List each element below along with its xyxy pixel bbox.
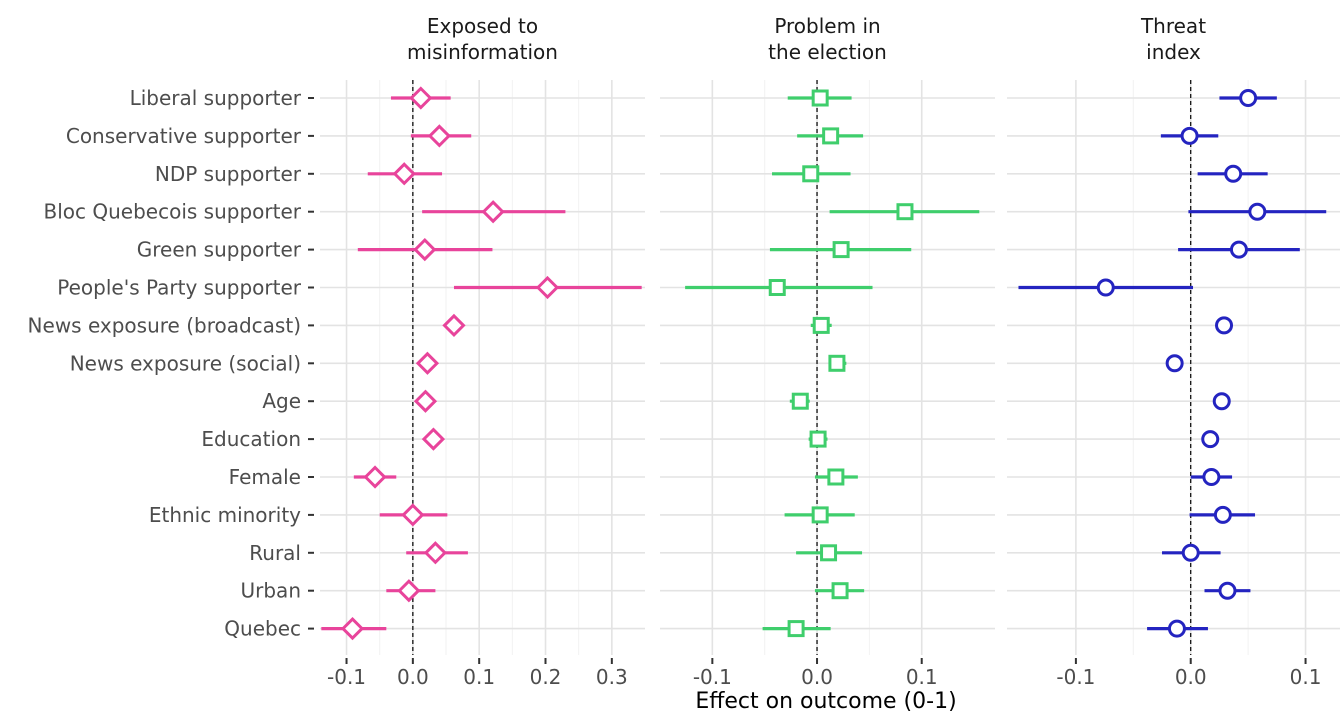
y-tick-label-education: Education — [201, 427, 301, 451]
y-tick-label-bloc-quebecois-supporter: Bloc Quebecois supporter — [44, 200, 302, 224]
point-education — [1201, 430, 1220, 449]
panel-title-line: Threat — [1140, 14, 1206, 38]
y-tick-label-conservative-supporter: Conservative supporter — [66, 124, 302, 148]
point-bloc-quebecois-supporter — [896, 203, 914, 221]
point-liberal-supporter — [811, 89, 829, 107]
point-rural — [820, 544, 838, 562]
y-tick-label-news-exposure-broadcast: News exposure (broadcast) — [28, 313, 301, 337]
y-tick-label-green-supporter: Green supporter — [137, 238, 302, 262]
point-age — [791, 392, 809, 410]
point-people-s-party-supporter — [768, 279, 786, 296]
point-news-exposure-broadcast — [812, 316, 830, 334]
point-female — [827, 468, 845, 486]
point-conservative-supporter — [822, 127, 840, 145]
point-people-s-party-supporter — [1096, 278, 1115, 297]
point-education — [809, 430, 827, 448]
y-tick-label-ethnic-minority: Ethnic minority — [149, 503, 301, 527]
y-tick-label-quebec: Quebec — [224, 617, 301, 641]
point-liberal-supporter — [409, 86, 433, 110]
y-tick-label-urban: Urban — [241, 579, 302, 603]
x-tick-label: 0.0 — [801, 665, 833, 689]
panel-title-line: Problem in — [774, 14, 880, 38]
point-green-supporter — [413, 237, 437, 262]
point-ethnic-minority — [1213, 505, 1232, 524]
x-tick-label: 0.1 — [1290, 665, 1322, 689]
x-tick-label: 0.0 — [397, 665, 429, 689]
point-female — [363, 465, 387, 489]
point-age — [413, 389, 438, 413]
x-tick-label: -0.1 — [693, 665, 732, 689]
x-axis-title-group: Effect on outcome (0-1) — [695, 689, 956, 714]
point-rural — [423, 541, 448, 565]
x-tick-label: 0.2 — [530, 665, 562, 689]
y-tick-label-people-s-party-supporter: People's Party supporter — [57, 276, 301, 300]
point-green-supporter — [1229, 240, 1248, 259]
x-tick-label: 0.3 — [596, 665, 628, 689]
point-news-exposure-social — [415, 351, 440, 375]
x-tick-label: 0.0 — [1175, 665, 1207, 689]
point-age — [1212, 392, 1231, 411]
point-ndp-supporter — [392, 162, 416, 186]
x-tick-label: -0.1 — [1056, 665, 1095, 689]
point-urban — [1218, 581, 1237, 600]
point-urban — [397, 579, 421, 603]
y-tick-label-liberal-supporter: Liberal supporter — [130, 86, 302, 110]
point-ethnic-minority — [401, 503, 425, 527]
point-ethnic-minority — [811, 506, 829, 524]
point-conservative-supporter — [427, 124, 452, 148]
point-ndp-supporter — [802, 165, 820, 183]
y-tick-label-age: Age — [262, 389, 301, 413]
point-rural — [1181, 543, 1200, 562]
point-quebec — [1167, 619, 1186, 638]
point-ndp-supporter — [1224, 164, 1243, 183]
y-axis: Liberal supporter Conservative supporter N… — [28, 86, 314, 641]
point-female — [1202, 468, 1221, 486]
panel-title-line: index — [1146, 40, 1201, 64]
y-tick-label-news-exposure-social: News exposure (social) — [70, 351, 301, 375]
point-news-exposure-social — [1165, 354, 1184, 373]
point-news-exposure-social — [828, 354, 846, 372]
point-news-exposure-broadcast — [1215, 316, 1234, 335]
point-green-supporter — [832, 241, 850, 259]
x-tick-label: -0.1 — [327, 665, 366, 689]
y-tick-label-female: Female — [229, 465, 301, 489]
point-people-s-party-supporter — [535, 275, 560, 300]
point-quebec — [787, 620, 805, 638]
point-conservative-supporter — [1180, 126, 1199, 145]
y-tick-label-ndp-supporter: NDP supporter — [155, 162, 302, 186]
point-education — [421, 427, 446, 451]
point-liberal-supporter — [1239, 89, 1258, 107]
panel-title-line: the election — [768, 40, 887, 64]
panel-title-line: Exposed to — [427, 14, 538, 38]
x-tick-label: 0.1 — [463, 665, 495, 689]
point-bloc-quebecois-supporter — [481, 200, 505, 224]
point-urban — [831, 582, 849, 600]
point-bloc-quebecois-supporter — [1248, 202, 1267, 221]
point-quebec — [340, 616, 365, 641]
x-tick-label: 0.1 — [906, 665, 938, 689]
y-tick-label-rural: Rural — [249, 541, 301, 565]
point-news-exposure-broadcast — [442, 313, 466, 338]
x-axis-title: Effect on outcome (0-1) — [695, 689, 956, 714]
panel-title-line: misinformation — [407, 40, 558, 64]
